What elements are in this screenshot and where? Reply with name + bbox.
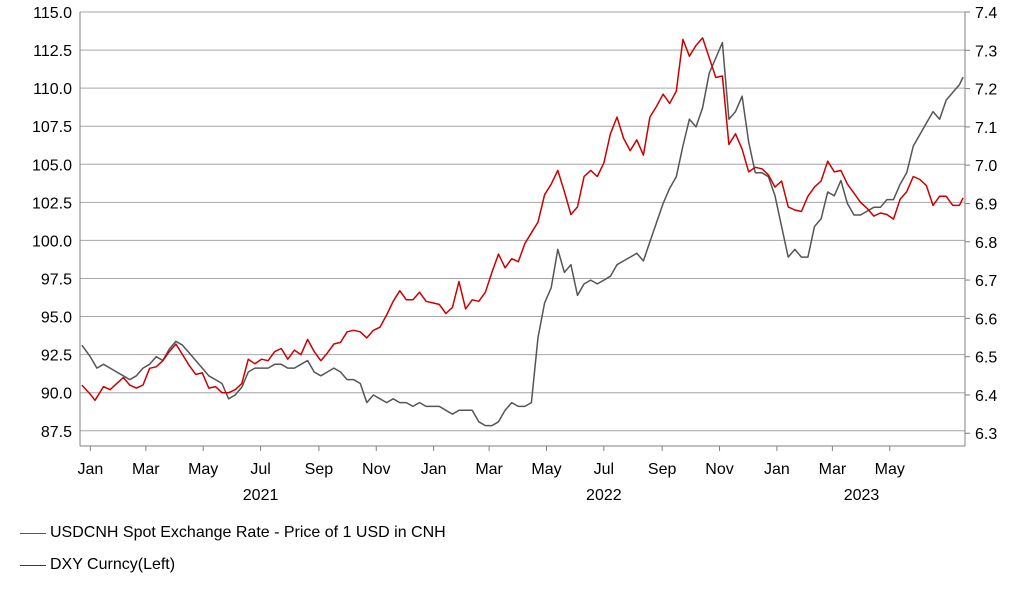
x-tick-label: Mar [819, 461, 847, 478]
right-tick-label: 7.0 [975, 158, 997, 175]
left-tick-label: 105.0 [32, 157, 72, 174]
right-tick-label: 7.3 [975, 43, 997, 60]
left-tick-label: 107.5 [32, 119, 72, 136]
series-lines [81, 37, 964, 427]
left-tick-label: 100.0 [32, 233, 72, 250]
x-tick-label: Jan [77, 461, 103, 478]
x-tick-label: Jul [250, 461, 270, 478]
right-tick-label: 6.4 [975, 388, 997, 405]
legend-label-usdcnh: USDCNH Spot Exchange Rate - Price of 1 U… [50, 524, 446, 541]
right-tick-label: 7.2 [975, 82, 997, 99]
legend-item-dxy: DXY Curncy(Left) [20, 556, 175, 574]
right-tick-label: 6.5 [975, 350, 997, 367]
series-line-usdcnh [81, 41, 964, 427]
right-tick-label: 6.6 [975, 311, 997, 328]
left-tick-label: 102.5 [32, 195, 72, 212]
x-year-label: 2021 [243, 487, 279, 504]
right-tick-label: 6.9 [975, 196, 997, 213]
chart-canvas: 115.0 112.5 110.0 107.5 105.0 102.5 100.0 97.5 9… [32, 5, 997, 504]
x-tick-label: Mar [132, 461, 160, 478]
right-tick-label: 6.3 [975, 426, 997, 443]
left-tick-label: 87.5 [41, 424, 72, 441]
left-tick-label: 90.0 [41, 386, 72, 403]
x-tick-label: Nov [362, 461, 390, 478]
x-tick-label: Jan [764, 461, 790, 478]
left-tick-label: 115.0 [33, 5, 72, 22]
x-tick-label: Jan [421, 461, 447, 478]
x-year-label: 2023 [844, 487, 880, 504]
axes: 115.0 112.5 110.0 107.5 105.0 102.5 100.0 97.5 9… [32, 5, 997, 504]
legend-swatch-dxy [20, 564, 46, 566]
x-tick-label: Sep [648, 461, 677, 478]
legend-label-dxy: DXY Curncy(Left) [50, 556, 176, 573]
left-tick-label: 95.0 [41, 310, 72, 327]
x-tick-label: May [531, 461, 561, 478]
x-tick-label: May [875, 461, 905, 478]
left-tick-label: 92.5 [41, 348, 72, 365]
x-tick-label: Mar [475, 461, 503, 478]
x-year-label: 2022 [586, 487, 622, 504]
right-tick-label: 7.1 [975, 120, 997, 137]
x-tick-label: Nov [705, 461, 733, 478]
left-tick-label: 112.5 [33, 43, 72, 60]
right-tick-label: 7.4 [975, 5, 997, 22]
left-tick-label: 110.0 [33, 81, 72, 98]
right-tick-label: 6.7 [975, 273, 997, 290]
right-tick-label: 6.8 [975, 235, 997, 252]
x-tick-label: Jul [594, 461, 614, 478]
left-tick-label: 97.5 [41, 271, 72, 288]
gridlines [80, 11, 965, 432]
legend-swatch-usdcnh [20, 532, 46, 534]
x-tick-label: May [188, 461, 218, 478]
x-tick-label: Sep [305, 461, 334, 478]
series-line-dxy [81, 37, 964, 402]
legend-item-usdcnh: USDCNH Spot Exchange Rate - Price of 1 U… [20, 524, 446, 542]
